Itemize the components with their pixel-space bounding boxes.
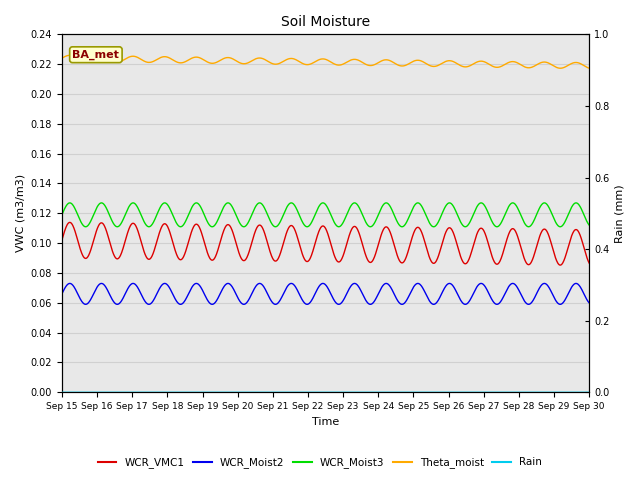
Y-axis label: VWC (m3/m3): VWC (m3/m3) bbox=[15, 174, 25, 252]
Legend: WCR_VMC1, WCR_Moist2, WCR_Moist3, Theta_moist, Rain: WCR_VMC1, WCR_Moist2, WCR_Moist3, Theta_… bbox=[93, 453, 547, 472]
Text: BA_met: BA_met bbox=[72, 49, 119, 60]
Y-axis label: Rain (mm): Rain (mm) bbox=[615, 184, 625, 243]
X-axis label: Time: Time bbox=[312, 417, 339, 427]
Title: Soil Moisture: Soil Moisture bbox=[281, 15, 370, 29]
